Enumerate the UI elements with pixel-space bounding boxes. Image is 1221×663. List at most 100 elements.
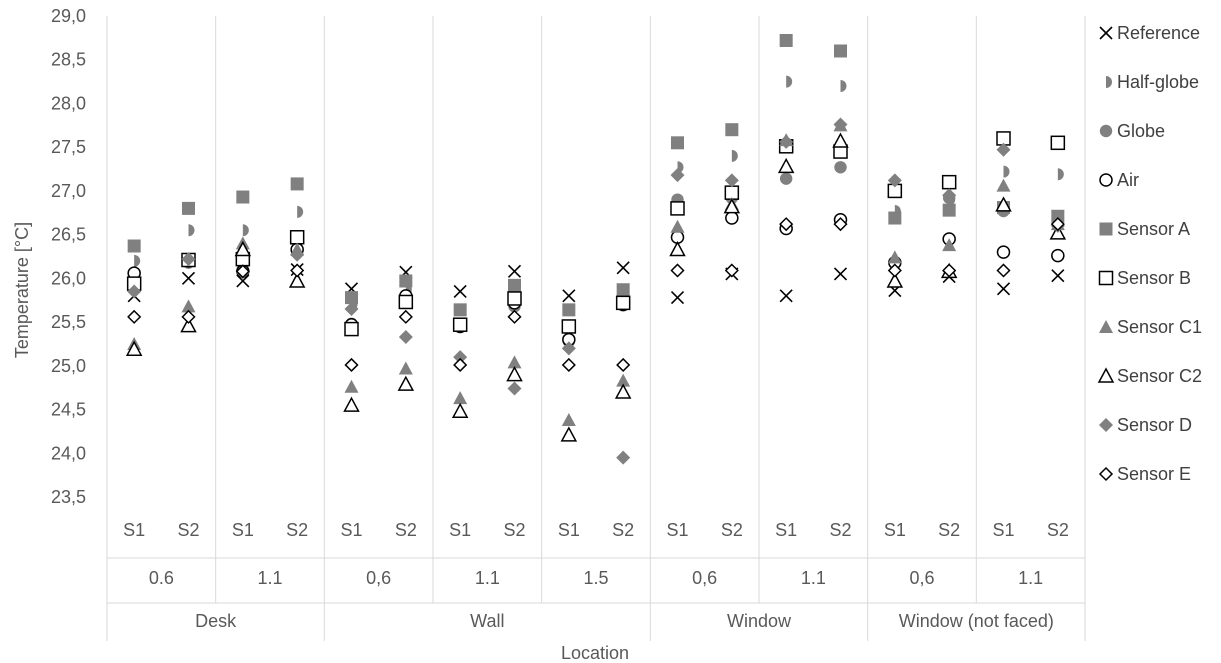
sensor-label: S2 [286,520,308,540]
point-sensor-e [561,357,576,373]
point-sensor-a [942,203,956,217]
y-tick-label: 29,0 [51,6,86,26]
point-reference [236,274,250,288]
point-sensor-d [344,301,359,316]
point-half-globe [1003,165,1010,178]
sensor-label: S1 [884,520,906,540]
legend-label: Sensor C2 [1117,366,1202,386]
legend-item-sensor-e: Sensor E [1098,464,1191,484]
point-globe [834,161,847,174]
point-reference [616,261,630,275]
y-axis: 23,5 24,0 24,5 25,0 25,5 26,0 26,5 27,0 27,5 28,0… [51,6,86,507]
point-sensor-b [1050,135,1066,151]
point-sensor-c2 [397,375,415,391]
point-sensor-c2 [832,132,849,148]
point-sensor-a [834,44,847,58]
sensor-label: S1 [123,520,145,540]
location-label: Window (not faced) [899,611,1054,631]
point-reference [1051,269,1065,283]
height-label: 1.1 [475,568,500,588]
point-reference [562,289,576,303]
legend-marker-sensor-a [1099,222,1113,236]
point-sensor-c2 [180,317,197,333]
point-sensor-b [561,319,577,334]
point-half-globe [242,224,249,237]
point-sensor-d [507,381,522,396]
point-sensor-c1 [616,373,631,387]
point-sensor-b [289,230,305,245]
legend-marker-sensor-c1 [1099,320,1113,333]
point-sensor-e [398,309,413,324]
point-sensor-a [616,283,630,297]
point-sensor-c2 [777,157,795,174]
point-reference [833,267,848,281]
sensor-label: S1 [775,520,797,540]
y-tick-label: 27,0 [51,181,86,201]
point-sensor-c1 [942,238,957,252]
legend-label: Globe [1117,121,1165,141]
point-sensor-a [290,177,304,191]
point-sensor-e [616,357,631,373]
location-label: Window [727,611,792,631]
y-tick-label: 27,5 [51,137,86,157]
legend-marker-sensor-d [1099,418,1113,432]
point-sensor-a [453,303,467,317]
point-globe [779,172,793,185]
point-sensor-a [127,239,141,253]
sensor-label: S2 [503,520,525,540]
point-sensor-c2 [560,426,578,442]
point-air [996,245,1011,259]
point-sensor-d [887,173,902,188]
legend-item-sensor-d: Sensor D [1099,415,1192,435]
point-sensor-e [290,263,305,278]
legend-item-globe: Globe [1099,121,1165,141]
point-sensor-a [182,201,195,215]
legend-marker-globe [1099,124,1113,138]
point-sensor-c1 [887,250,902,264]
point-sensor-c1 [996,178,1011,192]
height-label: 1.5 [583,568,608,588]
point-sensor-d [453,350,468,365]
point-sensor-b [398,294,414,310]
legend-marker-air [1099,173,1113,187]
point-air [725,211,739,225]
point-sensor-a [399,274,413,288]
y-tick-label: 26,0 [51,268,86,288]
point-sensor-c1 [507,355,522,369]
legend-marker-half-globe [1106,76,1112,88]
sensor-label: S1 [232,520,254,540]
point-sensor-c2 [343,396,360,412]
legend-label: Reference [1117,23,1200,43]
point-sensor-d [779,134,794,149]
y-tick-label: 25,0 [51,356,86,376]
point-sensor-d [561,341,576,356]
point-sensor-e [887,263,902,278]
point-half-globe [297,205,304,218]
legend-marker-sensor-e [1098,466,1114,482]
point-sensor-d [290,247,305,262]
data-points [125,33,1067,465]
point-sensor-b [941,174,957,190]
point-half-globe [786,75,793,88]
point-sensor-e [453,357,468,373]
y-tick-label: 23,5 [51,487,86,507]
legend: Reference Half-globe Globe Air Sensor A Senso… [1097,23,1202,484]
point-sensor-b [670,201,685,216]
point-half-globe [1057,168,1064,181]
height-label: 0,6 [366,568,391,588]
height-label: 0,6 [692,568,717,588]
sensor-label: S2 [177,520,199,540]
point-sensor-c2 [451,402,469,419]
point-sensor-c2 [886,272,904,288]
point-sensor-e [1050,217,1065,232]
point-sensor-c2 [995,196,1012,212]
point-sensor-d [181,252,196,267]
point-reference [181,271,196,285]
point-half-globe [188,224,195,237]
point-reference [996,282,1011,296]
height-label: 1.1 [257,568,282,588]
point-sensor-e [724,263,739,278]
point-sensor-e [942,263,957,278]
point-half-globe [134,254,141,267]
point-reference [670,291,685,305]
